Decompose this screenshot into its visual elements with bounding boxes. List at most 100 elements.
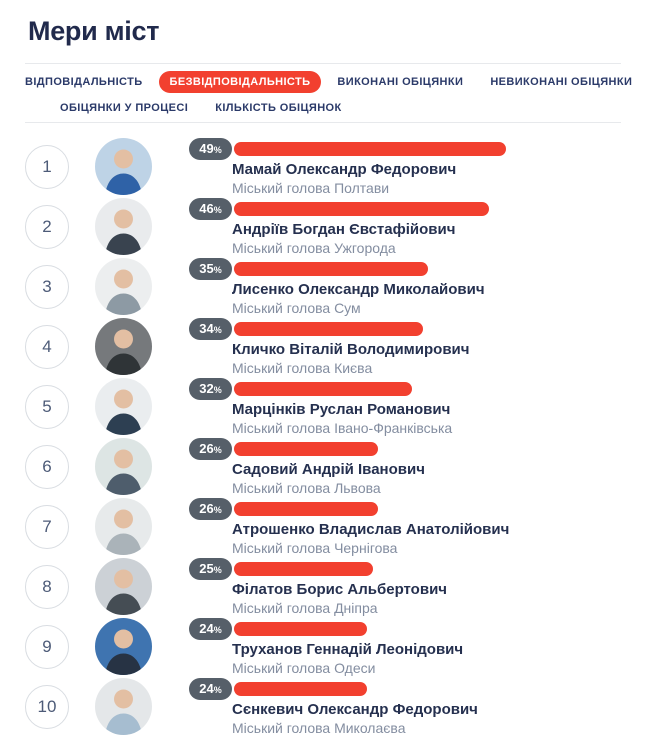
percent-meter: 24% — [189, 618, 646, 640]
tab-nevykonani-obitsianky[interactable]: НЕВИКОНАНІ ОБІЦЯНКИ — [490, 76, 633, 88]
avatar[interactable] — [95, 558, 152, 615]
mayor-row[interactable]: 4 34% Кличко Віталій Володимирович Міськ… — [0, 318, 646, 378]
avatar[interactable] — [95, 618, 152, 675]
mayor-name[interactable]: Труханов Геннадій Леонідович — [232, 641, 464, 658]
avatar[interactable] — [95, 258, 152, 315]
mayor-row[interactable]: 7 26% Атрошенко Владислав Анатолійович М… — [0, 498, 646, 558]
percent-meter: 49% — [189, 138, 646, 160]
mayor-row-content: 25% Філатов Борис Альбертович Міський го… — [189, 558, 646, 616]
mayor-subtitle: Міський голова Миколаєва — [232, 720, 406, 736]
mayor-name[interactable]: Марцінків Руслан Романович — [232, 401, 451, 418]
tab-vidpovidalnist[interactable]: ВІДПОВІДАЛЬНІСТЬ — [25, 76, 143, 88]
percent-bar — [234, 322, 423, 336]
percent-value: 24 — [199, 621, 214, 636]
mayor-name[interactable]: Андріїв Богдан Євстафійович — [232, 221, 456, 238]
person-photo-placeholder-icon — [95, 258, 152, 315]
percent-value: 34 — [199, 321, 214, 336]
avatar[interactable] — [95, 378, 152, 435]
mayor-row-content: 26% Садовий Андрій Іванович Міський голо… — [189, 438, 646, 496]
mayor-row[interactable]: 3 35% Лисенко Олександр Миколайович Місь… — [0, 258, 646, 318]
mayor-row-content: 34% Кличко Віталій Володимирович Міський… — [189, 318, 646, 376]
rank-badge: 3 — [25, 265, 69, 309]
percent-meter: 24% — [189, 678, 646, 700]
percent-value: 46 — [199, 201, 214, 216]
mayor-name[interactable]: Кличко Віталій Володимирович — [232, 341, 470, 358]
percent-bar — [234, 262, 428, 276]
percent-badge: 35% — [189, 258, 232, 280]
avatar[interactable] — [95, 438, 152, 495]
percent-badge: 24% — [189, 618, 232, 640]
person-photo-placeholder-icon — [95, 198, 152, 255]
rank-number: 2 — [42, 217, 52, 236]
mayor-row[interactable]: 5 32% Марцінків Руслан Романович Міський… — [0, 378, 646, 438]
tab-bezvidpovidalnist[interactable]: БЕЗВІДПОВІДАЛЬНІСТЬ — [158, 71, 322, 93]
person-photo-placeholder-icon — [95, 558, 152, 615]
percent-meter: 26% — [189, 498, 646, 520]
mayor-subtitle: Міський голова Ужгорода — [232, 240, 396, 256]
rank-number: 10 — [37, 697, 57, 716]
percent-meter: 26% — [189, 438, 646, 460]
avatar[interactable] — [95, 678, 152, 735]
percent-sign: % — [213, 685, 222, 695]
mayor-name[interactable]: Атрошенко Владислав Анатолійович — [232, 521, 510, 538]
percent-sign: % — [213, 145, 222, 155]
mayor-row[interactable]: 1 49% Мамай Олександр Федорович Міський … — [0, 138, 646, 198]
avatar[interactable] — [95, 138, 152, 195]
percent-bar — [234, 202, 489, 216]
mayor-row[interactable]: 6 26% Садовий Андрій Іванович Міський го… — [0, 438, 646, 498]
person-photo-placeholder-icon — [95, 498, 152, 555]
percent-bar — [234, 442, 378, 456]
percent-meter: 32% — [189, 378, 646, 400]
person-photo-placeholder-icon — [95, 678, 152, 735]
mayor-row-content: 32% Марцінків Руслан Романович Міський г… — [189, 378, 646, 436]
mayor-row[interactable]: 10 24% Сєнкевич Олександр Федорович Місь… — [0, 678, 646, 737]
rank-number: 8 — [42, 577, 52, 596]
percent-sign: % — [213, 445, 222, 455]
rank-number: 4 — [42, 337, 52, 356]
percent-sign: % — [213, 385, 222, 395]
percent-value: 25 — [199, 561, 214, 576]
mayor-row-content: 49% Мамай Олександр Федорович Міський го… — [189, 138, 646, 196]
rank-number: 1 — [42, 157, 52, 176]
person-photo-placeholder-icon — [95, 378, 152, 435]
rank-number: 5 — [42, 397, 52, 416]
avatar[interactable] — [95, 498, 152, 555]
mayor-row-content: 24% Труханов Геннадій Леонідович Міський… — [189, 618, 646, 676]
mayor-subtitle: Міський голова Івано-Франківська — [232, 420, 453, 436]
percent-sign: % — [213, 325, 222, 335]
avatar[interactable] — [95, 318, 152, 375]
mayor-name[interactable]: Мамай Олександр Федорович — [232, 161, 457, 178]
percent-sign: % — [213, 505, 222, 515]
percent-badge: 46% — [189, 198, 232, 220]
avatar[interactable] — [95, 198, 152, 255]
percent-value: 24 — [199, 681, 214, 696]
percent-badge: 32% — [189, 378, 232, 400]
mayor-name[interactable]: Філатов Борис Альбертович — [232, 581, 447, 598]
mayor-name[interactable]: Сєнкевич Олександр Федорович — [232, 701, 478, 718]
page-title: Мери міст — [28, 16, 160, 46]
percent-badge: 49% — [189, 138, 232, 160]
rank-badge: 1 — [25, 145, 69, 189]
divider — [25, 122, 621, 123]
tabs-row-2: ОБІЦЯНКИ У ПРОЦЕСІ КІЛЬКІСТЬ ОБІЦЯНОК — [60, 97, 342, 119]
mayor-row[interactable]: 9 24% Труханов Геннадій Леонідович Міськ… — [0, 618, 646, 678]
percent-bar — [234, 142, 506, 156]
mayor-row[interactable]: 8 25% Філатов Борис Альбертович Міський … — [0, 558, 646, 618]
rank-number: 3 — [42, 277, 52, 296]
mayor-row[interactable]: 2 46% Андріїв Богдан Євстафійович Міськи… — [0, 198, 646, 258]
rank-badge: 10 — [25, 685, 69, 729]
mayor-name[interactable]: Лисенко Олександр Миколайович — [232, 281, 485, 298]
tabs-row-1: ВІДПОВІДАЛЬНІСТЬ БЕЗВІДПОВІДАЛЬНІСТЬ ВИКОН… — [25, 71, 632, 93]
tab-obitsianky-u-protsesi[interactable]: ОБІЦЯНКИ У ПРОЦЕСІ — [60, 102, 189, 114]
percent-value: 49 — [199, 141, 214, 156]
rank-badge: 7 — [25, 505, 69, 549]
percent-badge: 24% — [189, 678, 232, 700]
mayor-name[interactable]: Садовий Андрій Іванович — [232, 461, 425, 478]
percent-sign: % — [213, 265, 222, 275]
tab-vykonani-obitsianky[interactable]: ВИКОНАНІ ОБІЦЯНКИ — [337, 76, 464, 88]
person-photo-placeholder-icon — [95, 618, 152, 675]
mayors-list: 1 49% Мамай Олександр Федорович Міський … — [0, 138, 646, 737]
rank-number: 6 — [42, 457, 52, 476]
tab-kilkist-obitsianok[interactable]: КІЛЬКІСТЬ ОБІЦЯНОК — [215, 102, 342, 114]
percent-value: 26 — [199, 441, 214, 456]
